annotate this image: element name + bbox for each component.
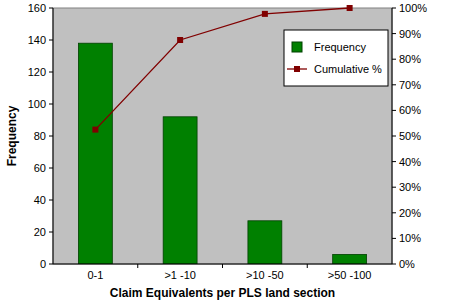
tick [392,238,396,239]
tick [49,200,53,201]
tick [392,136,396,137]
legend-marker [294,66,300,72]
bar [163,117,197,264]
tick-label: 40% [399,156,421,168]
marker [347,5,353,11]
tick [392,84,396,85]
legend: Frequency Cumulative % [284,30,388,86]
tick [137,264,138,268]
tick-label: 30% [399,181,421,193]
tick-label: 20% [399,207,421,219]
tick [392,264,396,265]
tick [392,110,396,111]
tick [392,8,396,9]
tick [392,59,396,60]
tick [222,264,223,268]
tick-label: 120 [28,66,46,78]
tick-label: 50% [399,130,421,142]
plot-area [53,8,392,264]
tick [49,8,53,9]
marker [262,11,268,17]
legend-label: Frequency [314,41,366,53]
tick [49,40,53,41]
tick-label: 10% [399,232,421,244]
tick-label: 0 [40,258,46,270]
tick [49,136,53,137]
x-axis-title: Claim Equivalents per PLS land section [110,286,335,300]
tick-label: 80 [34,130,46,142]
marker [177,37,183,43]
tick-label: 40 [34,194,46,206]
marks [78,5,366,264]
tick-label: 80% [399,53,421,65]
tick [49,168,53,169]
legend-box [284,30,388,86]
tick-label: 100% [399,2,427,14]
tick [49,264,53,265]
tick [49,232,53,233]
tick-label: 70% [399,79,421,91]
tick [392,212,396,213]
chart: 0 20 40 60 80 100 120 140 160 0% 10% 20% 30% 40% 50% 60… [0,0,450,308]
tick [307,264,308,268]
bar [248,221,282,264]
tick [49,104,53,105]
tick [392,161,396,162]
marker [92,127,98,133]
tick-label: 140 [28,34,46,46]
category-label: >1 -10 [164,269,196,281]
tick-label: 160 [28,2,46,14]
tick-label: 100 [28,98,46,110]
tick [392,187,396,188]
category-label: 0-1 [87,269,103,281]
category-label: >50 -100 [328,269,372,281]
tick-label: 60% [399,104,421,116]
tick [392,33,396,34]
tick-label: 60 [34,162,46,174]
tick-label: 0% [399,258,415,270]
legend-label: Cumulative % [314,63,382,75]
tick [49,72,53,73]
bar [78,43,112,264]
tick-label: 20 [34,226,46,238]
category-label: >10 -50 [246,269,284,281]
tick-label: 90% [399,28,421,40]
bar [333,254,367,264]
legend-swatch [292,42,302,52]
y-axis-title: Frequency [5,105,19,166]
